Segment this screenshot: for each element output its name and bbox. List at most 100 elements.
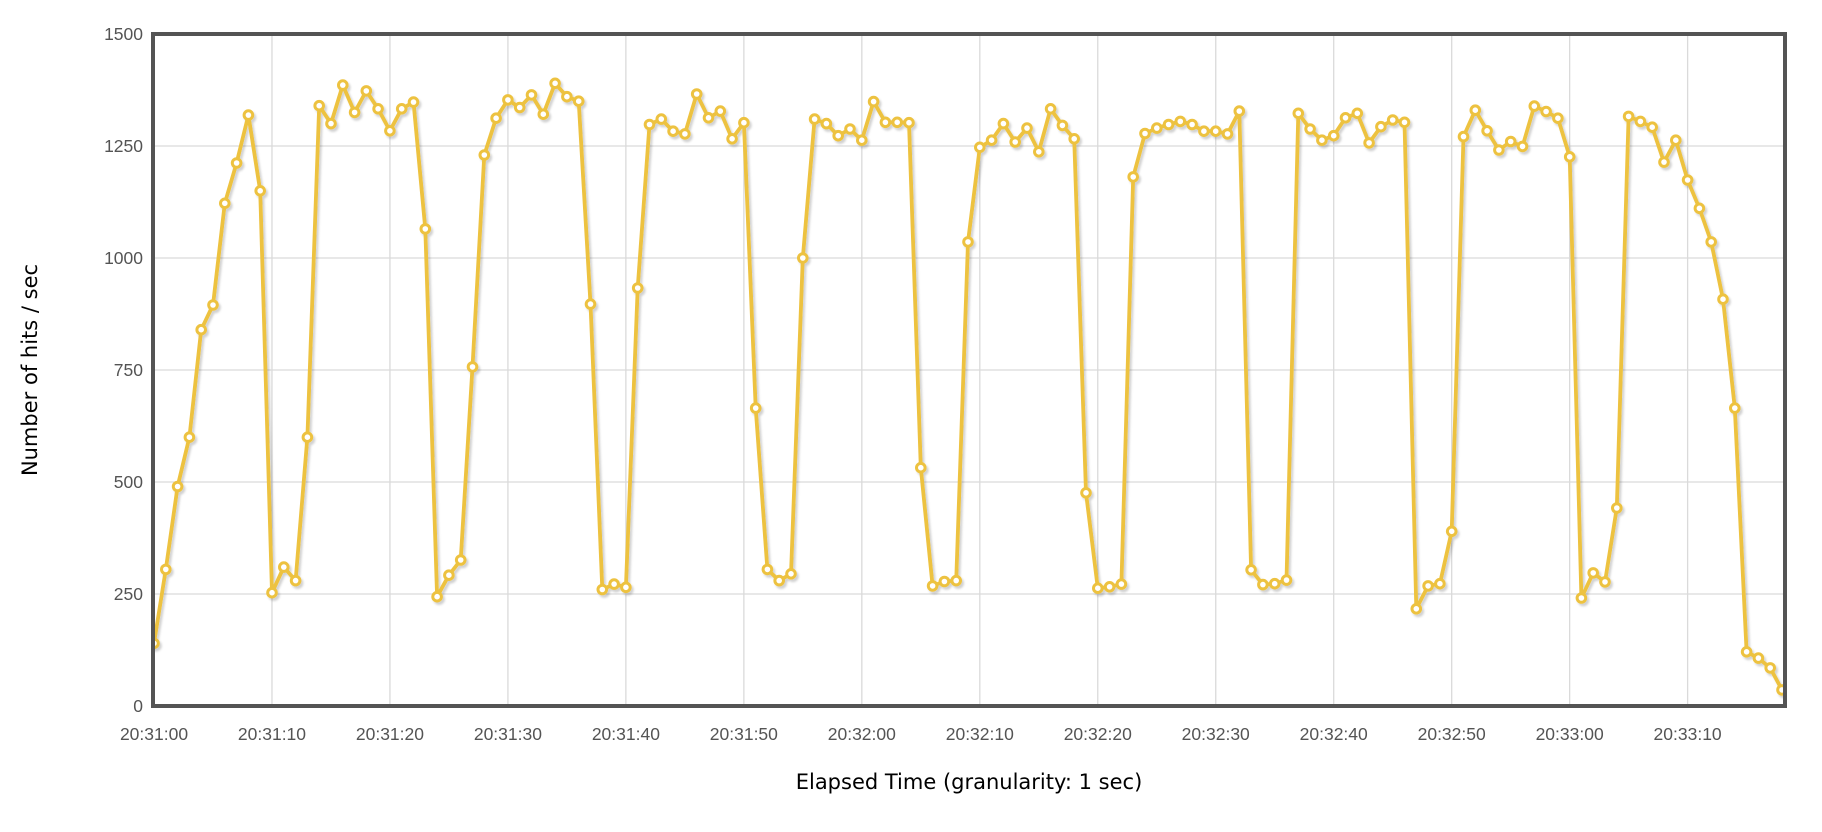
data-point-marker <box>289 574 302 587</box>
y-axis-title: Number of hits / sec <box>18 263 42 477</box>
y-tick-label: 1500 <box>104 24 143 44</box>
data-point-marker <box>867 95 880 108</box>
x-tick-label: 20:33:00 <box>1536 724 1604 744</box>
data-point-marker <box>974 141 986 154</box>
x-tick-label: 20:32:20 <box>1064 724 1132 744</box>
data-point-marker <box>1068 133 1080 145</box>
data-point-marker <box>1316 134 1328 146</box>
data-point-marker <box>1552 112 1564 124</box>
series-hits-per-second <box>151 77 1787 696</box>
data-point-marker <box>1386 114 1399 126</box>
data-point-marker <box>1528 100 1541 112</box>
y-axis-tick-labels: 0 250 500 750 1000 1250 1500 <box>104 24 143 716</box>
y-tick-label: 1250 <box>104 136 143 156</box>
data-point-marker <box>561 90 573 103</box>
data-point-marker <box>348 106 361 119</box>
data-point-marker <box>1021 122 1033 134</box>
data-point-marker <box>525 89 538 101</box>
data-point-marker <box>478 149 491 161</box>
data-point-marker <box>1516 140 1529 153</box>
data-point-marker <box>1351 107 1364 120</box>
data-point-marker <box>1198 125 1210 137</box>
data-point-marker <box>631 282 644 294</box>
data-point-marker <box>1681 174 1694 186</box>
data-point-marker <box>1434 577 1446 590</box>
x-tick-label: 20:31:20 <box>356 724 424 744</box>
data-point-marker <box>1221 128 1234 140</box>
data-point-marker <box>395 103 408 115</box>
data-point-marker <box>832 129 845 142</box>
y-tick-label: 750 <box>114 360 143 380</box>
data-point-marker <box>985 134 998 146</box>
data-point-marker <box>1693 202 1706 215</box>
data-point-marker <box>1445 525 1458 538</box>
data-point-marker <box>749 402 762 414</box>
data-point-marker <box>1410 603 1423 615</box>
data-point-marker <box>1563 151 1576 163</box>
data-point-marker <box>513 101 526 114</box>
data-point-marker <box>1622 110 1635 123</box>
data-point-marker <box>844 123 856 135</box>
data-point-marker <box>502 94 514 106</box>
data-point-marker <box>761 563 774 576</box>
data-point-marker <box>738 116 750 129</box>
data-point-marker <box>1646 121 1658 133</box>
data-point-marker <box>596 583 609 596</box>
data-point-marker <box>926 580 939 592</box>
data-point-marker <box>1162 118 1175 131</box>
x-tick-label: 20:32:10 <box>946 724 1014 744</box>
data-point-marker <box>1764 662 1776 674</box>
data-point-marker <box>183 431 196 444</box>
data-point-marker <box>407 96 420 108</box>
data-point-marker <box>1186 118 1198 131</box>
data-point-marker <box>1174 115 1187 128</box>
data-point-marker <box>1540 105 1552 118</box>
y-tick-label: 0 <box>133 696 143 716</box>
gridlines <box>153 34 1785 706</box>
data-point-marker <box>1304 123 1316 135</box>
data-point-marker <box>1469 104 1482 116</box>
data-point-marker <box>360 85 373 97</box>
data-point-marker <box>950 574 963 587</box>
data-point-marker <box>466 361 479 373</box>
data-point-marker <box>1575 592 1588 604</box>
data-point-marker <box>1717 293 1729 306</box>
data-point-marker <box>997 117 1010 130</box>
data-point-marker <box>1363 137 1375 149</box>
data-point-marker <box>1292 107 1305 120</box>
data-point-marker <box>171 480 184 493</box>
data-point-marker <box>572 95 585 107</box>
data-point-marker <box>1339 112 1352 124</box>
data-point-marker <box>643 118 656 131</box>
data-point-marker <box>219 197 231 210</box>
data-point-marker <box>938 575 951 588</box>
data-point-marker <box>584 298 597 310</box>
data-point-marker <box>785 568 797 580</box>
data-point-marker <box>266 586 278 599</box>
data-point-marker <box>230 157 243 169</box>
data-point-marker <box>1103 581 1116 593</box>
data-point-marker <box>1658 156 1670 168</box>
data-point-marker <box>1209 125 1222 137</box>
data-point-marker <box>325 117 337 130</box>
data-point-marker <box>903 116 915 129</box>
data-point-marker <box>490 112 502 124</box>
data-point-marker <box>1033 146 1045 158</box>
data-point-marker <box>1457 130 1470 143</box>
x-axis-title: Elapsed Time (granularity: 1 sec) <box>795 770 1143 794</box>
data-point-marker <box>797 252 809 264</box>
data-point-marker <box>726 133 738 145</box>
data-point-marker <box>1599 576 1611 588</box>
data-point-marker <box>195 323 207 336</box>
data-point-marker <box>1493 144 1505 156</box>
data-point-marker <box>1009 136 1022 148</box>
data-point-marker <box>1257 578 1269 591</box>
data-point-marker <box>915 461 927 474</box>
data-point-marker <box>879 116 892 129</box>
data-point-marker <box>1115 578 1128 590</box>
data-point-marker <box>1139 127 1151 140</box>
data-point-marker <box>1705 236 1717 248</box>
data-point-marker <box>1233 105 1246 117</box>
